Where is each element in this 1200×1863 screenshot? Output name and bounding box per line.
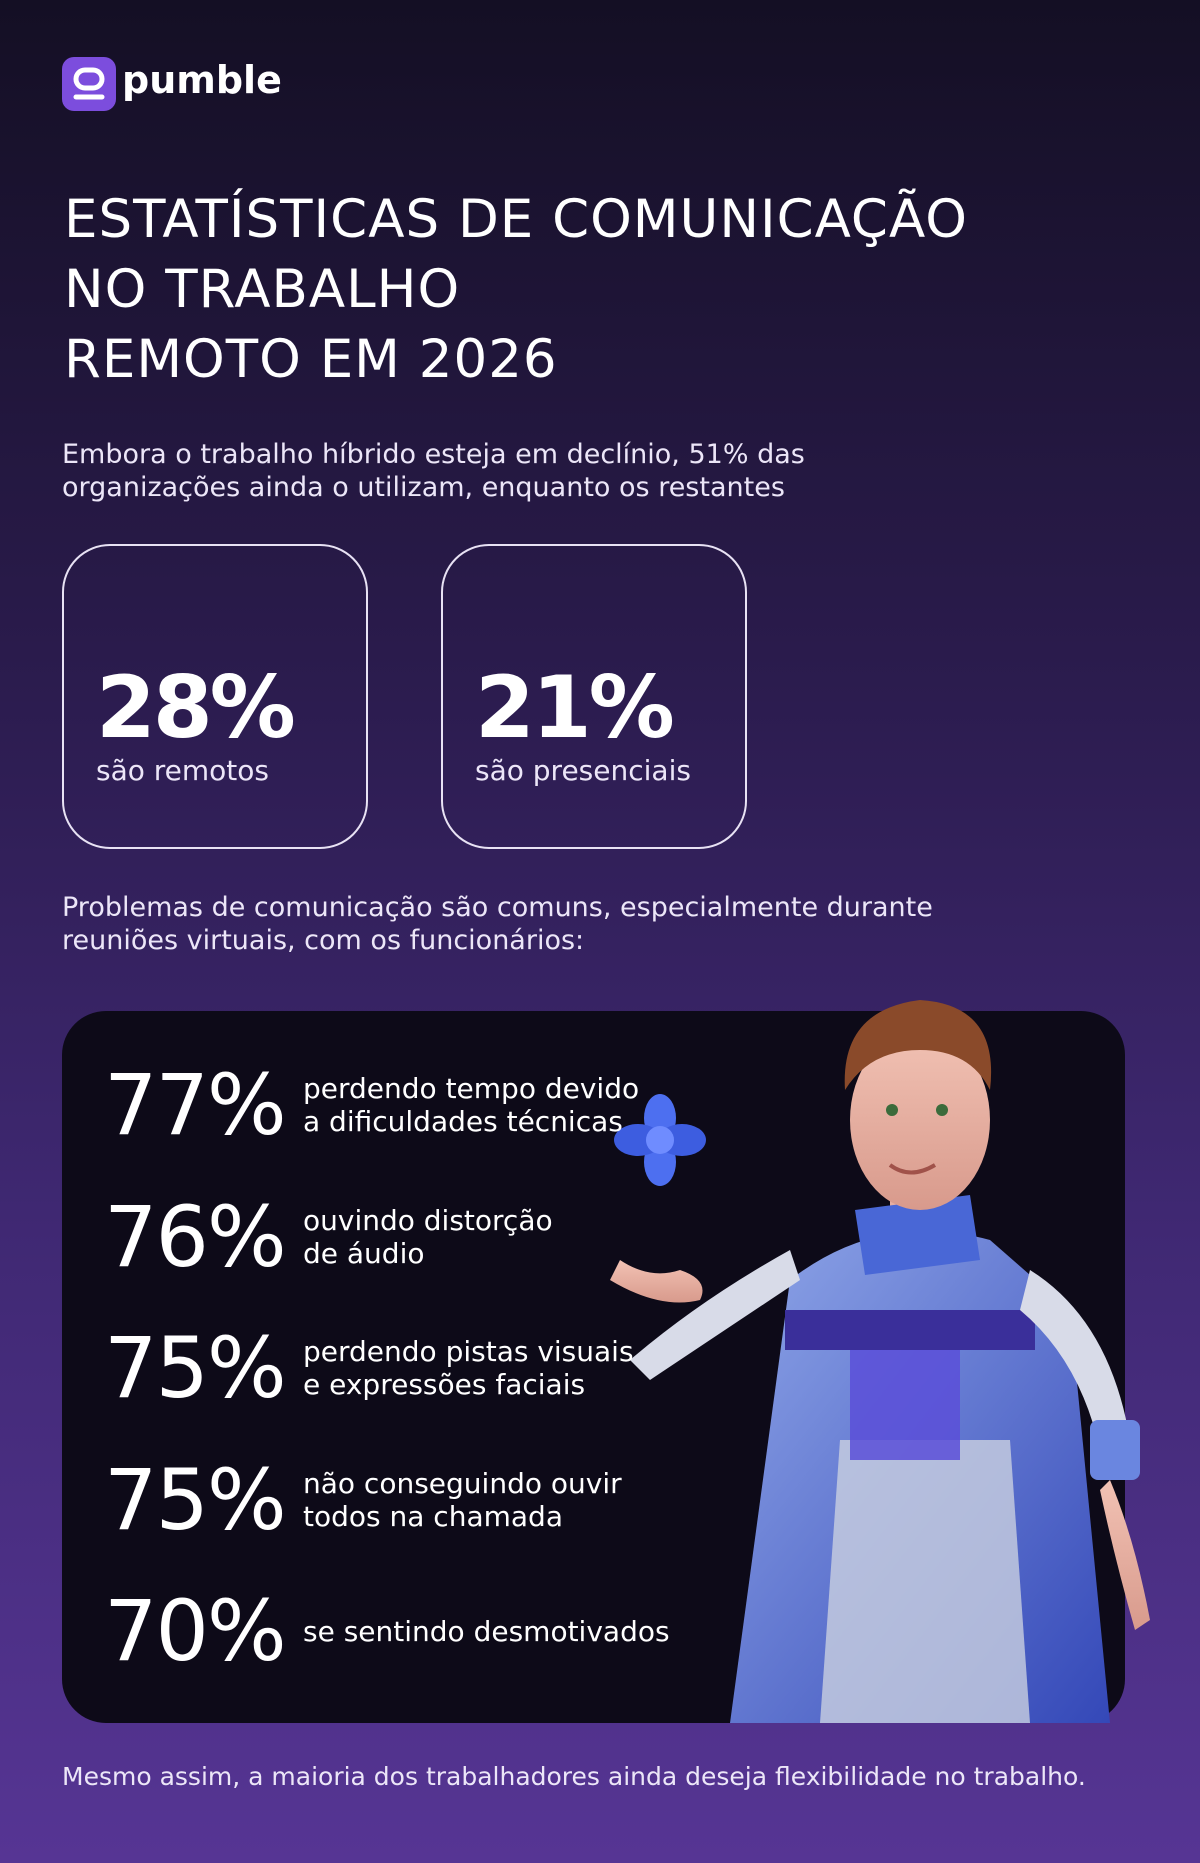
logo-icon [62,57,116,111]
problem-text: de áudio [303,1236,425,1270]
problem-text: todos na chamada [303,1499,563,1533]
problem-text: perdendo tempo devido [303,1072,640,1105]
stat-card: 21% são presenciais [441,544,747,849]
problem-text: a dificuldades técnicas [303,1105,623,1138]
problems-intro-line: Problemas de comunicação são comuns, esp… [62,892,933,923]
problem-value: 76% [104,1187,287,1286]
character-illustration [610,1000,1150,1723]
stat-value: 21% [475,658,675,758]
stat-label: são presenciais [475,754,691,787]
brand: pumble [122,58,282,102]
problem-text: perdendo pistas visuais [303,1335,634,1368]
problem-value: 75% [104,1450,287,1549]
problem-value: 75% [104,1319,287,1417]
problem-text: se sentindo desmotivados [303,1614,670,1648]
problem-text: e expressões faciais [303,1368,586,1401]
title-line: REMOTO EM 2026 [64,329,558,390]
problem-value: 70% [104,1582,287,1680]
title-line: NO TRABALHO [64,259,461,320]
problem-text: não conseguindo ouvir [303,1466,622,1500]
problem-value: 77% [104,1056,287,1154]
stat-value: 28% [96,658,296,758]
problems-intro-line: reuniões virtuais, com os funcionários: [62,925,585,956]
stat-card: 28% são remotos [62,544,368,849]
footer: Mesmo assim, a maioria dos trabalhadores… [62,1762,1086,1791]
problem-text: ouvindo distorção [303,1203,553,1237]
title-line: ESTATÍSTICAS DE COMUNICAÇÃO [64,189,968,250]
stat-label: são remotos [96,754,270,787]
intro-line: organizações ainda o utilizam, enquanto … [62,472,785,503]
intro-line: Embora o trabalho híbrido esteja em decl… [62,439,805,470]
